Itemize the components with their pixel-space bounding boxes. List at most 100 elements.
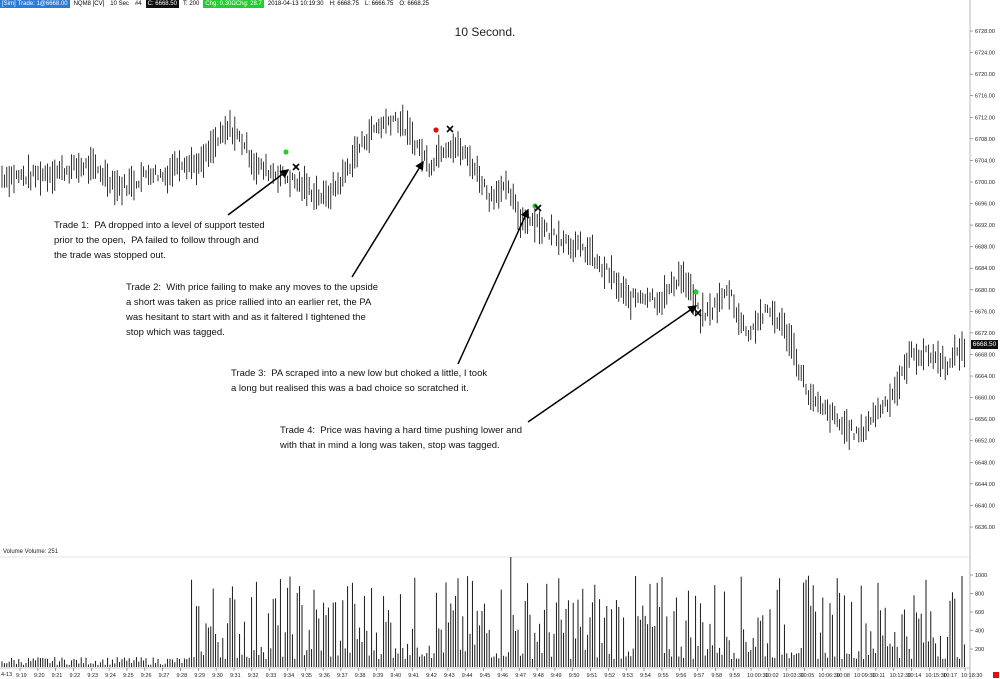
instrument-label: NQM8 [CV] xyxy=(73,1,105,7)
close-price-label: C: 6668.50 xyxy=(145,0,179,8)
time-tick-label: 9:41 xyxy=(408,673,419,679)
trade-exit-marker xyxy=(446,125,454,133)
time-tick-label: 9:50 xyxy=(569,673,580,679)
price-tick-label: 6712.00 xyxy=(975,115,995,121)
time-tick-label: 9:55 xyxy=(658,673,669,679)
time-tick-label: 9:24 xyxy=(105,673,116,679)
price-tick-label: 6680.00 xyxy=(975,288,995,294)
time-tick-label: 9:26 xyxy=(141,673,152,679)
time-tick-label: 9:47 xyxy=(515,673,526,679)
price-tick-label: 6684.00 xyxy=(975,266,995,272)
tick-label: #4 xyxy=(134,1,142,7)
time-tick-label: 10:14 xyxy=(908,673,922,679)
volume-axis: 1000 800 600 400 200 xyxy=(970,573,987,653)
time-tick-label: 9:37 xyxy=(337,673,348,679)
time-tick-label: 9:43 xyxy=(444,673,455,679)
volume-tick-label: 800 xyxy=(975,592,984,598)
volume-label: Volume Volume: 251 xyxy=(3,549,59,555)
time-tick-label: 10:11 xyxy=(872,673,885,679)
time-tick-label: 9:56 xyxy=(676,673,687,679)
price-tick-label: 6640.00 xyxy=(975,503,995,509)
trade-exit-marker xyxy=(694,309,702,317)
time-tick-label: 9:29 xyxy=(194,673,205,679)
price-tick-label: 6724.00 xyxy=(975,51,995,57)
trade-entry-marker xyxy=(433,127,439,133)
time-tick-label: 10:15:30 xyxy=(925,673,946,679)
trade-markers xyxy=(283,125,702,317)
time-tick-label: 10:17 xyxy=(943,673,957,679)
time-tick-label: 9:44 xyxy=(462,673,473,679)
time-tick-label: 9:28 xyxy=(176,673,187,679)
price-tick-label: 6648.00 xyxy=(975,460,995,466)
annotation-trade-3: Trade 3: PA scraped into a new low but c… xyxy=(231,368,488,394)
time-tick-label: 9:57 xyxy=(694,673,705,679)
price-tick-label: 6660.00 xyxy=(975,396,995,402)
chart-header: [Sim] Trade: 1@6668.00 NQM8 [CV] 10 Sec #4 C:… xyxy=(0,0,429,8)
annotation-trade-2: Trade 2: With price failing to make any … xyxy=(126,282,379,338)
time-tick-label: 10:08 xyxy=(836,673,850,679)
time-tick-label: 9:34 xyxy=(283,673,294,679)
time-tick-label: 9:27 xyxy=(159,673,170,679)
annotation-trade-4: Trade 4: Price was having a hard time pu… xyxy=(280,425,523,451)
price-tick-label: 6708.00 xyxy=(975,137,995,143)
low-label: L: 6666.75 xyxy=(364,1,394,7)
time-tick-label: 9:21 xyxy=(52,673,63,679)
time-tick-label: 10:03:30 xyxy=(783,673,804,679)
time-tick-label: 9:53 xyxy=(622,673,633,679)
price-tick-label: 6688.00 xyxy=(975,245,995,251)
time-tick-label: 9:22 xyxy=(69,673,80,679)
annotation-arrow xyxy=(351,160,424,278)
price-tick-label: 6676.00 xyxy=(975,309,995,315)
time-tick-label: 10:06:30 xyxy=(818,673,839,679)
time-tick-label: 10:12:30 xyxy=(890,673,911,679)
price-tick-label: 6664.00 xyxy=(975,374,995,380)
price-tick-label: 6656.00 xyxy=(975,417,995,423)
status-indicator[interactable] xyxy=(993,672,999,678)
trade-entry-marker xyxy=(283,149,289,155)
time-tick-label: 9:58 xyxy=(711,673,722,679)
time-tick-label: 9:25 xyxy=(123,673,134,679)
trade-exit-marker xyxy=(292,163,300,171)
time-tick-label: 9:38 xyxy=(355,673,366,679)
trade-label: Trade: 1@6668.00 xyxy=(15,0,70,8)
price-bars xyxy=(1,104,965,450)
price-tick-label: 6720.00 xyxy=(975,72,995,78)
time-tick-label: 9:31 xyxy=(230,673,241,679)
time-tick-label: 9:23 xyxy=(87,673,98,679)
annotation-arrows xyxy=(227,160,698,423)
time-tick-label: 9:32 xyxy=(248,673,259,679)
volume-tick-label: 600 xyxy=(975,610,984,616)
account-tab[interactable]: [Sim] xyxy=(0,0,18,8)
annotation-arrow xyxy=(527,305,698,423)
time-tick-label: 10:05 xyxy=(801,673,815,679)
interval-label: 10 Sec xyxy=(110,1,129,7)
price-tick-label: 6692.00 xyxy=(975,223,995,229)
price-tick-label: 6672.00 xyxy=(975,331,995,337)
annotation-arrow xyxy=(227,169,290,216)
price-axis[interactable]: 6728.00 6724.00 6720.00 6716.00 6712.00 6708.… xyxy=(970,29,995,531)
time-tick-label: 9:59 xyxy=(729,673,740,679)
open-label: O: 6668.25 xyxy=(399,1,430,7)
time-axis[interactable]: 4-13 9:19 9:20 9:21 9:22 9:23 9:24 9:25 9:26 9:27… xyxy=(1,668,982,679)
chart-title: 10 Second. xyxy=(454,25,516,39)
volume-tick-label: 400 xyxy=(975,629,984,635)
price-tick-label: 6652.00 xyxy=(975,439,995,445)
datetime-label: 2018-04-13 10:19:30 xyxy=(267,1,324,7)
time-tick-label: 9:39 xyxy=(373,673,384,679)
high-label: H: 6668.75 xyxy=(329,1,359,7)
time-tick-label: 9:35 xyxy=(301,673,312,679)
time-tick-label: 9:45 xyxy=(480,673,491,679)
price-tick-label: 6700.00 xyxy=(975,180,995,186)
price-tick-label: 6668.00 xyxy=(975,352,995,358)
time-tick-label: 10:18:30 xyxy=(961,673,982,679)
time-tick-label: 9:52 xyxy=(604,673,615,679)
ticks-label: T: 200 xyxy=(182,1,200,7)
time-tick-label: 9:49 xyxy=(551,673,562,679)
price-tick-label: 6636.00 xyxy=(975,525,995,531)
time-tick-label: 9:54 xyxy=(640,673,651,679)
time-tick-label: 9:46 xyxy=(497,673,508,679)
price-tick-label: 6716.00 xyxy=(975,94,995,100)
time-tick-label: 9:42 xyxy=(426,673,437,679)
time-tick-label: 9:30 xyxy=(212,673,223,679)
